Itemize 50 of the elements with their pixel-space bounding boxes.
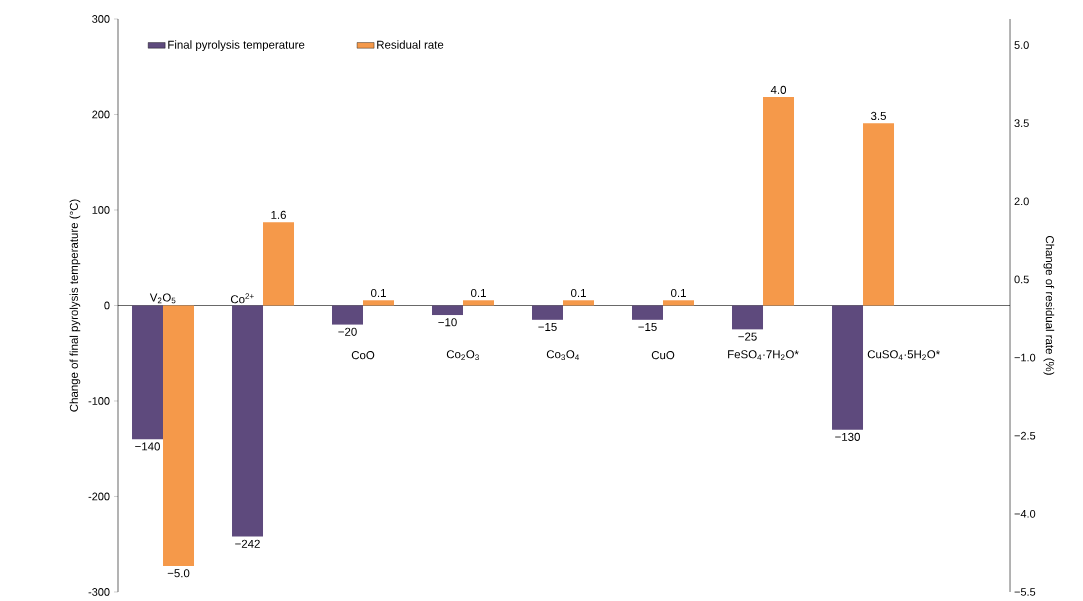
y-tick-label: -300 [88,588,110,596]
bar [463,300,495,306]
y2-axis-title: Change of residual rate (%) [1043,236,1055,375]
y2-tick-label: −5.5 [1014,588,1036,596]
x-tick-label: FeSO$_{4}$·7H$_{2}$O* [728,350,799,361]
x-tick-label: V$_{2}$O$_{5}$ [149,293,176,304]
data-label: −242 [235,539,260,548]
y2-tick-label: 0.5 [1014,275,1029,284]
x-tick-label: CoO [351,351,375,360]
data-label: 0.1 [471,288,486,298]
bar [263,222,295,306]
y-tick-label: -100 [88,397,110,405]
data-label: 0.1 [671,288,686,298]
x-tick-label: Co$^{2+}$ [230,293,254,304]
bar [663,300,695,306]
x-tick-label: Co$_{2}$O$_{3}$ [446,350,479,361]
y2-tick-label: 2.0 [1014,197,1029,206]
y2-tick-label: −4.0 [1014,509,1036,518]
bar [863,123,895,306]
data-label: 1.6 [271,210,286,219]
data-label: −140 [135,442,160,451]
x-tick-label: CuSO$_{4}$·5H$_{2}$O* [867,350,940,361]
y-tick-label: 300 [92,15,110,23]
y2-tick-label: 5.0 [1014,41,1029,49]
legend-label: Residual rate [377,40,444,49]
data-label: 0.1 [571,288,586,298]
data-label: −10 [438,318,457,327]
data-label: −15 [638,323,657,331]
bar [363,300,395,306]
y2-tick-label: −2.5 [1014,431,1036,440]
data-label: 3.5 [870,111,886,120]
bar [763,97,795,306]
data-label: −20 [338,327,357,336]
data-label: 0.1 [371,288,386,298]
data-label: −15 [538,323,557,331]
y-tick-label: 100 [92,206,110,214]
y-tick-label: 200 [92,110,110,119]
data-label: −130 [835,432,860,441]
y-axis-title: Change of final pyrolysis temperature (°C) [69,199,81,412]
y2-tick-label: 3.5 [1014,119,1029,128]
x-tick-label: Co$_{3}$O$_{4}$ [546,350,580,361]
data-label: −5.0 [167,569,190,578]
bar [563,300,595,306]
y-tick-label: -200 [88,492,110,501]
y2-tick-label: −1.0 [1014,353,1036,362]
y-tick-label: 0 [104,301,110,310]
legend-label: Final pyrolysis temperature [168,40,305,52]
data-label: 4.0 [770,85,787,94]
data-label: −25 [738,332,757,341]
x-tick-label: CuO [651,351,675,360]
